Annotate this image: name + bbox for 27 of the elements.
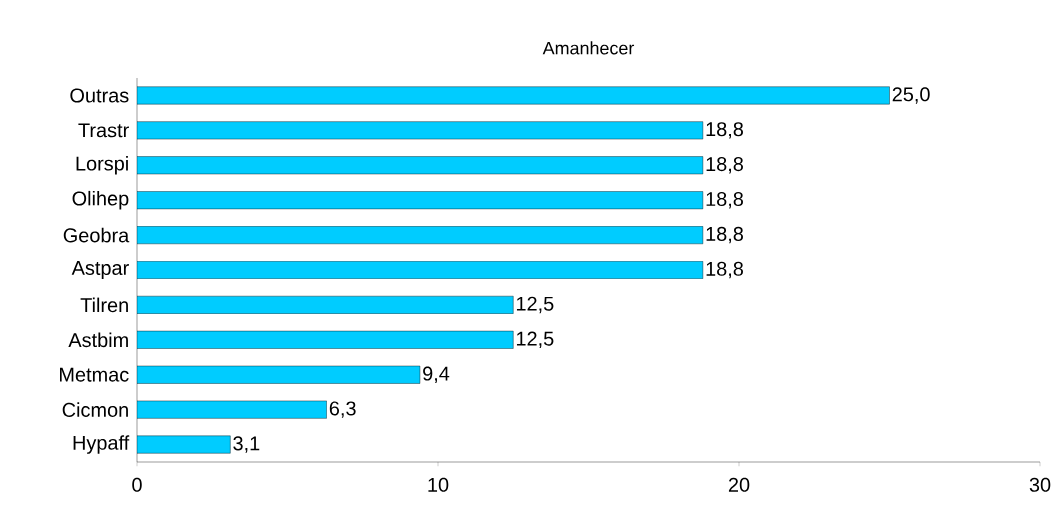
y-tick-label: Outras — [70, 88, 129, 103]
x-tick-label: 10 — [428, 477, 449, 492]
y-tick-label: Astbim — [68, 332, 128, 348]
data-label: 3,1 — [233, 436, 260, 453]
x-tick-label: 20 — [728, 477, 750, 492]
data-label: 18,8 — [706, 261, 743, 279]
y-tick-label: Tilren — [80, 297, 128, 313]
y-tick-label: Astpar — [71, 261, 129, 279]
data-label: 9,4 — [423, 366, 450, 383]
y-tick-label: Metmac — [60, 367, 129, 382]
data-label: 18,8 — [706, 122, 743, 139]
y-tick-label: Lorspi — [76, 155, 128, 175]
data-label: 12,5 — [516, 296, 554, 314]
x-tick-label: 0 — [132, 477, 142, 492]
data-label: 12,5 — [516, 331, 554, 349]
y-tick-label: Trastr — [78, 123, 129, 138]
data-label: 25,0 — [892, 87, 930, 104]
y-tick-label: Geobra — [63, 227, 130, 243]
data-label: 6,3 — [329, 401, 356, 418]
x-tick-label: 30 — [1029, 477, 1051, 492]
data-label: 18,8 — [706, 157, 743, 174]
data-label: 18,8 — [706, 226, 743, 244]
data-label: 18,8 — [706, 191, 743, 209]
chart-title: Amanhecer — [542, 41, 635, 55]
y-tick-label: Hypaff — [73, 435, 130, 454]
y-tick-label: Olihep — [72, 190, 129, 210]
y-tick-label: Cicmon — [62, 402, 128, 417]
